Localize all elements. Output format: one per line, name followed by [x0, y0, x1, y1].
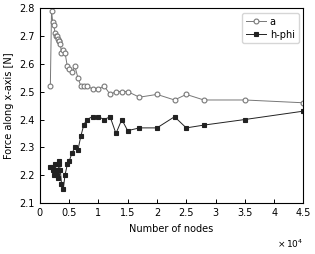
h-phi — [73, 146, 77, 149]
a — [114, 90, 118, 93]
a — [54, 34, 58, 37]
a — [60, 51, 63, 54]
h-phi — [58, 168, 62, 171]
h-phi — [57, 163, 61, 166]
h-phi — [49, 165, 52, 168]
a — [55, 34, 59, 37]
a — [85, 85, 89, 88]
a — [138, 96, 141, 99]
a — [76, 76, 80, 79]
h-phi — [56, 177, 60, 180]
a — [102, 85, 106, 88]
h-phi — [53, 163, 57, 166]
a — [82, 85, 86, 88]
h-phi — [202, 124, 206, 127]
Text: $\times\,10^4$: $\times\,10^4$ — [277, 238, 303, 250]
a — [202, 99, 206, 102]
h-phi — [61, 188, 65, 191]
h-phi — [70, 151, 74, 154]
Line: h-phi: h-phi — [48, 109, 306, 191]
X-axis label: Number of nodes: Number of nodes — [129, 224, 214, 234]
h-phi — [301, 110, 305, 113]
a — [61, 48, 65, 51]
a — [66, 65, 69, 68]
a — [57, 40, 61, 43]
h-phi — [102, 118, 106, 121]
a — [63, 51, 67, 54]
h-phi — [184, 126, 188, 130]
h-phi — [63, 174, 67, 177]
a — [67, 68, 71, 71]
h-phi — [79, 135, 83, 138]
h-phi — [76, 149, 80, 152]
h-phi — [52, 174, 56, 177]
a — [184, 93, 188, 96]
h-phi — [91, 115, 94, 118]
a — [126, 90, 129, 93]
a — [91, 87, 94, 90]
a — [96, 87, 100, 90]
h-phi — [50, 165, 54, 168]
h-phi — [82, 124, 86, 127]
h-phi — [51, 168, 54, 171]
a — [53, 31, 57, 35]
a — [58, 43, 62, 46]
Legend: a, h-phi: a, h-phi — [243, 13, 299, 43]
h-phi — [120, 118, 124, 121]
h-phi — [66, 163, 69, 166]
h-phi — [243, 118, 247, 121]
a — [51, 20, 54, 23]
Line: a: a — [48, 8, 306, 105]
h-phi — [85, 118, 89, 121]
a — [155, 93, 159, 96]
h-phi — [108, 115, 112, 118]
a — [57, 40, 60, 43]
a — [79, 85, 83, 88]
a — [50, 9, 54, 12]
a — [52, 23, 56, 26]
a — [108, 93, 112, 96]
a — [173, 99, 176, 102]
h-phi — [96, 115, 100, 118]
h-phi — [55, 174, 59, 177]
h-phi — [173, 115, 176, 118]
Y-axis label: Force along x-axis [N]: Force along x-axis [N] — [4, 52, 14, 159]
a — [70, 71, 74, 74]
h-phi — [114, 132, 118, 135]
h-phi — [138, 126, 141, 130]
h-phi — [60, 182, 63, 185]
a — [73, 65, 77, 68]
h-phi — [67, 160, 71, 163]
a — [49, 85, 52, 88]
h-phi — [126, 129, 129, 132]
h-phi — [57, 160, 60, 163]
h-phi — [155, 126, 159, 130]
a — [120, 90, 124, 93]
a — [243, 99, 247, 102]
h-phi — [54, 168, 58, 171]
a — [301, 101, 305, 104]
a — [56, 37, 60, 40]
